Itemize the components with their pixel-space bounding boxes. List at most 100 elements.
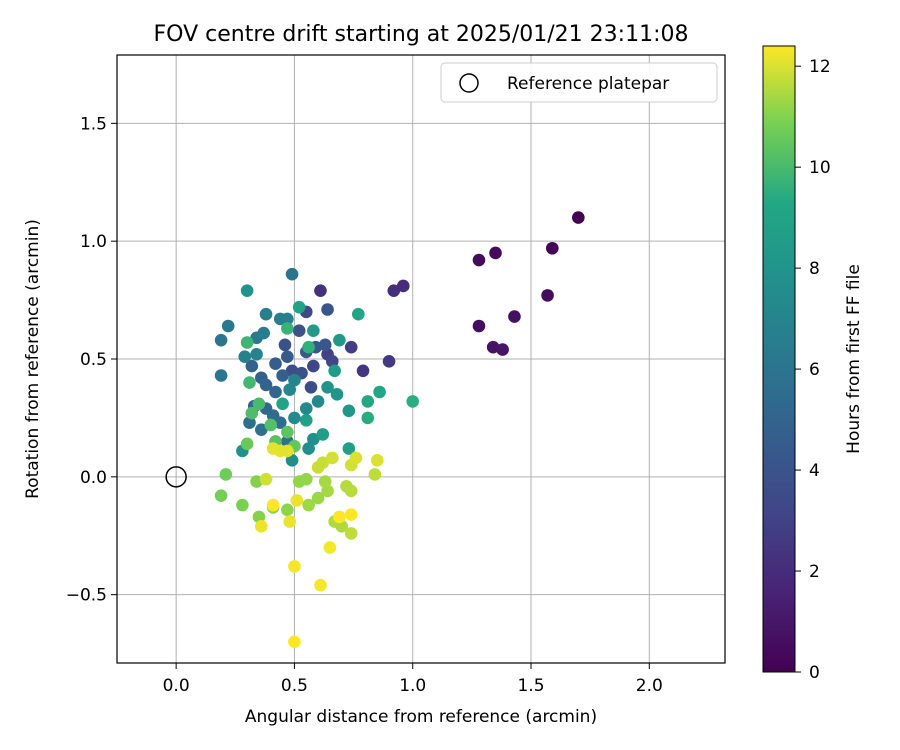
scatter-point [344, 340, 358, 354]
scatter-point [314, 284, 327, 297]
legend-label: Reference platepar [507, 74, 669, 94]
scatter-point [304, 380, 318, 394]
y-tick-label: 0.5 [80, 350, 107, 370]
scatter-point [264, 418, 278, 432]
scatter-point [250, 347, 263, 361]
scatter-point [307, 359, 320, 373]
scatter-point [252, 510, 266, 524]
scatter-point [292, 324, 306, 338]
scatter-point [238, 350, 252, 363]
scatter-point [252, 397, 266, 411]
scatter-point [281, 425, 294, 439]
scatter-point [240, 437, 254, 451]
x-tick-label: 1.5 [517, 676, 544, 696]
legend-reference-marker [459, 73, 479, 93]
scatter-point [288, 411, 301, 425]
scatter-point [361, 411, 375, 425]
scatter-point [373, 385, 386, 399]
scatter-point [318, 338, 332, 352]
colorbar-tick-label: 4 [809, 461, 820, 481]
scatter-point [250, 475, 263, 488]
x-tick-label: 0.0 [163, 676, 190, 696]
scatter-point [243, 416, 256, 429]
scatter-point [276, 369, 289, 382]
scatter-point [285, 267, 299, 281]
colorbar-tick-label: 6 [809, 360, 820, 380]
scatter-point [307, 324, 320, 338]
y-tick-label: 1.0 [80, 232, 107, 252]
scatter-point [307, 432, 320, 446]
scatter-point [321, 303, 334, 316]
scatter-point [486, 340, 500, 354]
scatter-point [333, 510, 346, 524]
scatter-point [318, 475, 332, 488]
scatter-point [541, 289, 554, 302]
scatter-point [290, 494, 304, 507]
scatter-point [219, 468, 233, 481]
scatter-point [292, 300, 306, 314]
colorbar-label: Hours from first FF file [844, 264, 864, 454]
scatter-point [299, 413, 313, 427]
chart-title: FOV centre drift starting at 2025/01/21 … [154, 22, 689, 47]
scatter-point [214, 489, 228, 502]
scatter-point [276, 397, 289, 411]
scatter-point [288, 635, 301, 649]
scatter-point [269, 385, 282, 399]
scatter-point [214, 333, 228, 347]
scatter-point [316, 428, 330, 441]
y-tick-label: 0.0 [80, 468, 107, 488]
scatter-point [316, 456, 330, 469]
scatter-point [236, 498, 249, 512]
y-axis-label: Rotation from reference (arcmin) [23, 219, 43, 499]
scatter-point [496, 343, 509, 356]
y-tick-label: 1.5 [80, 114, 107, 134]
scatter-point [281, 503, 294, 517]
scatter-point [311, 395, 325, 408]
scatter-point [508, 310, 521, 323]
scatter-point [472, 319, 486, 333]
scatter-point [299, 402, 313, 415]
scatter-point [333, 333, 346, 347]
grid-lines [117, 55, 725, 663]
scatter-points [165, 211, 585, 649]
scatter-point [382, 355, 396, 368]
scatter-point [273, 416, 287, 429]
scatter-point [342, 442, 356, 455]
scatter-point [259, 307, 273, 321]
scatter-point [335, 520, 349, 533]
scatter-point [266, 442, 280, 455]
x-axis-label: Angular distance from reference (arcmin) [245, 707, 597, 727]
colorbar-tick-label: 8 [809, 259, 820, 279]
scatter-point [311, 491, 325, 505]
y-tick-label: −0.5 [66, 586, 107, 606]
scatter-point [281, 312, 294, 326]
scatter-point [283, 515, 297, 528]
scatter-point [344, 527, 358, 540]
scatter-point [489, 246, 502, 260]
legend: Reference platepar [440, 62, 718, 103]
scatter-point [342, 404, 356, 418]
scatter-point [321, 484, 334, 498]
scatter-point [255, 423, 268, 436]
scatter-point [278, 338, 292, 352]
scatter-point [352, 307, 365, 321]
scatter-point [266, 498, 280, 512]
scatter-point [472, 253, 486, 267]
scatter-point [255, 520, 268, 533]
scatter-point [344, 508, 358, 521]
scatter-point [281, 322, 294, 335]
scatter-point [323, 541, 337, 554]
scatter-point [257, 326, 270, 340]
scatter-point [302, 340, 315, 354]
scatter-point [361, 395, 375, 408]
scatter-point [221, 319, 235, 333]
colorbar-gradient [762, 45, 796, 673]
x-tick-label: 2.0 [636, 676, 663, 696]
scatter-point [330, 388, 344, 401]
x-tick-label: 0.5 [281, 676, 308, 696]
scatter-point [302, 498, 315, 512]
colorbar: 0 2 4 6 8 10 12 Hours from first FF file [762, 45, 864, 683]
scatter-point [214, 369, 228, 382]
scatter-point [314, 578, 327, 592]
